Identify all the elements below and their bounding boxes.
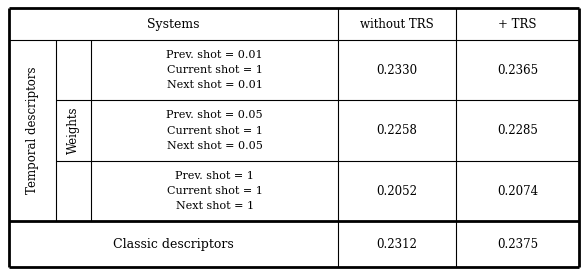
- Text: 0.2312: 0.2312: [376, 238, 417, 251]
- Text: + TRS: + TRS: [498, 18, 537, 31]
- Text: 0.2258: 0.2258: [376, 124, 417, 137]
- Text: Classic descriptors: Classic descriptors: [113, 238, 234, 251]
- Text: Next shot = 1: Next shot = 1: [176, 201, 253, 211]
- Text: 0.2330: 0.2330: [376, 64, 417, 77]
- Text: Next shot = 0.05: Next shot = 0.05: [166, 141, 263, 151]
- Text: Prev. shot = 1: Prev. shot = 1: [175, 171, 254, 181]
- Text: 0.2365: 0.2365: [497, 64, 538, 77]
- Text: 0.2375: 0.2375: [497, 238, 538, 251]
- Text: Weights: Weights: [67, 107, 80, 154]
- Text: 0.2052: 0.2052: [376, 185, 417, 198]
- Text: Current shot = 1: Current shot = 1: [166, 186, 263, 196]
- Text: 0.2285: 0.2285: [497, 124, 538, 137]
- Text: Systems: Systems: [147, 18, 200, 31]
- Text: Temporal descriptors: Temporal descriptors: [26, 67, 39, 194]
- Text: Current shot = 1: Current shot = 1: [166, 126, 263, 136]
- Text: Prev. shot = 0.01: Prev. shot = 0.01: [166, 50, 263, 60]
- Text: without TRS: without TRS: [360, 18, 434, 31]
- Text: 0.2074: 0.2074: [497, 185, 538, 198]
- Text: Prev. shot = 0.05: Prev. shot = 0.05: [166, 111, 263, 120]
- Text: Next shot = 0.01: Next shot = 0.01: [166, 80, 263, 90]
- Text: Current shot = 1: Current shot = 1: [166, 65, 263, 75]
